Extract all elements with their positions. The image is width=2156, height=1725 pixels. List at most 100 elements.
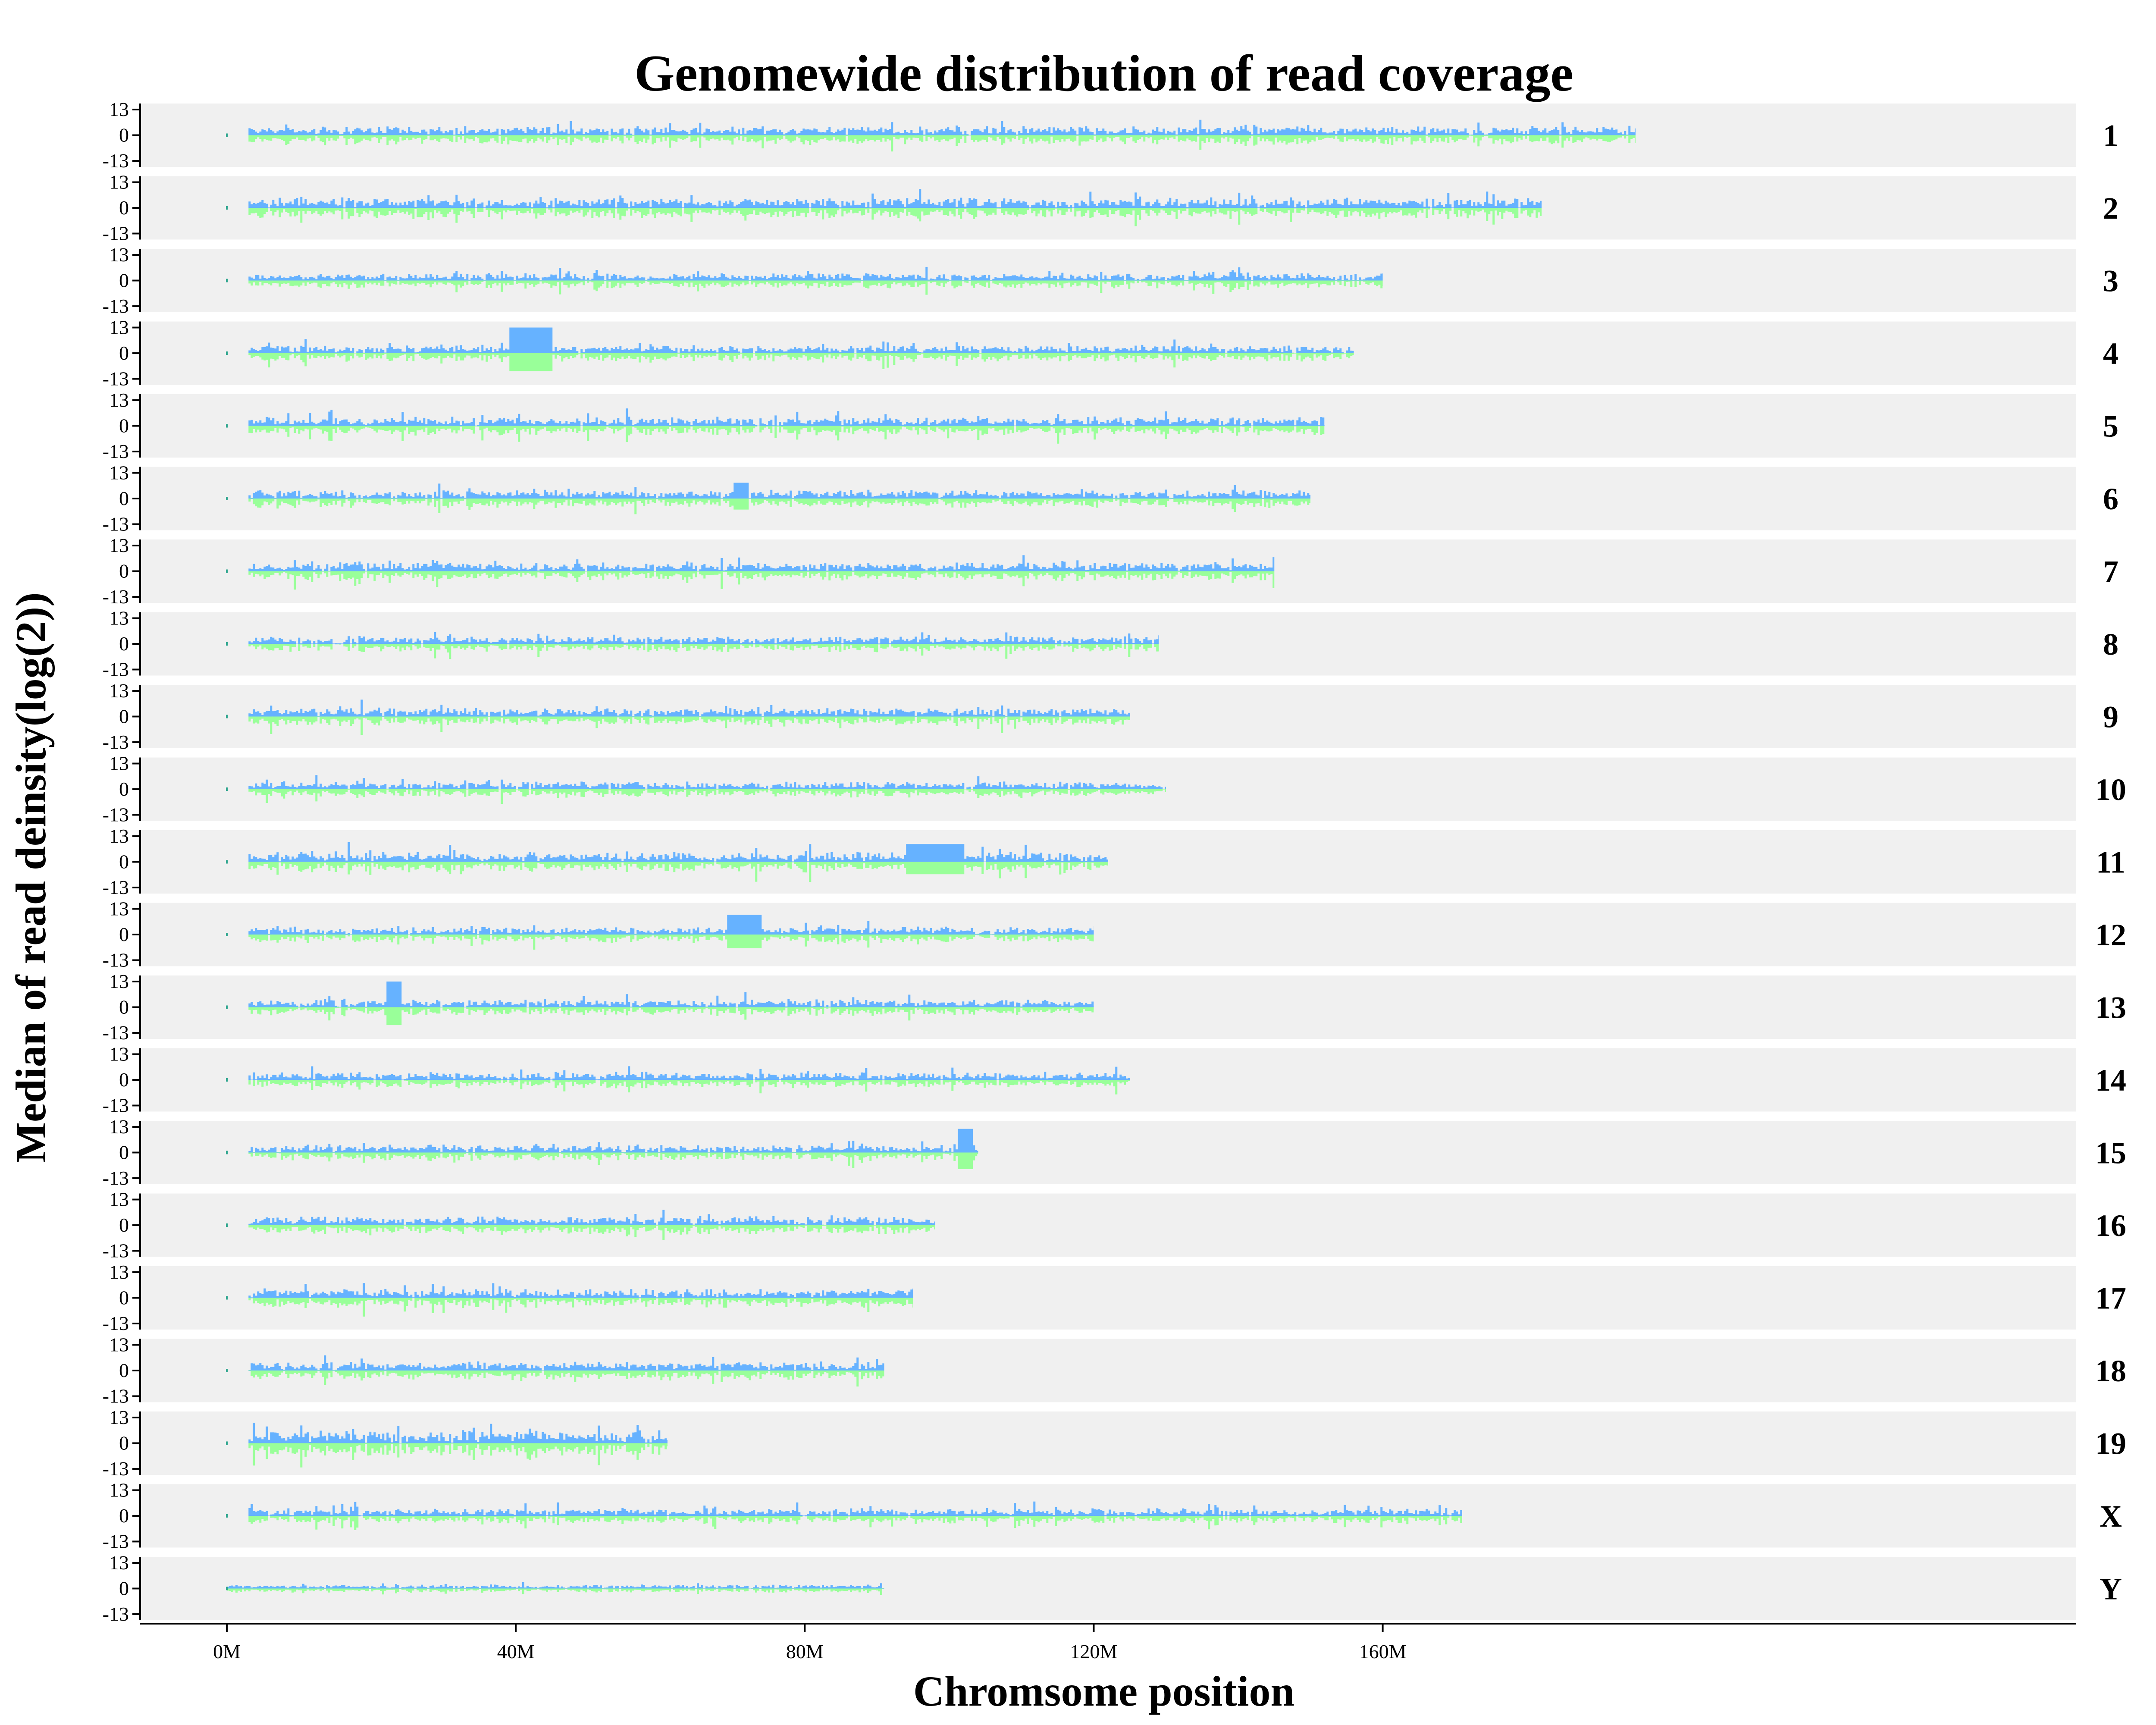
y-tick-label: -13	[103, 513, 129, 535]
y-tick-label: 0	[119, 633, 129, 655]
chromosome-panel-1: 13 0 -13 1	[103, 98, 2118, 172]
chromosome-panel-3: 13 0 -13 3	[103, 244, 2118, 317]
chromosome-panel-10: 13 0 -13 10	[103, 753, 2126, 826]
negative-coverage-area	[248, 644, 1159, 659]
positive-coverage-area	[248, 1283, 913, 1298]
y-tick-label: 13	[109, 317, 129, 339]
chromosome-label: 1	[2103, 119, 2118, 153]
y-tick-label: 13	[109, 534, 129, 556]
y-tick-label: 0	[119, 124, 129, 146]
coverage-bars	[248, 915, 1094, 950]
coverage-bars	[248, 267, 1383, 295]
negative-coverage-area	[248, 499, 1311, 514]
positive-coverage-area	[248, 1066, 1130, 1080]
y-tick-label: -13	[103, 949, 129, 971]
y-tick-label: 0	[119, 270, 129, 292]
positive-coverage-area	[248, 267, 1383, 281]
coverage-bars	[248, 1283, 913, 1317]
x-tick-label: 40M	[497, 1640, 535, 1662]
chromosome-label: 6	[2103, 482, 2118, 516]
coverage-bars	[227, 1582, 884, 1595]
y-tick-label: 0	[119, 197, 129, 219]
chromosome-label: 4	[2103, 336, 2118, 371]
positive-coverage-area	[248, 408, 1325, 426]
negative-coverage-area	[248, 716, 1130, 735]
y-tick-label: 13	[109, 171, 129, 193]
y-tick-label: 13	[109, 389, 129, 411]
y-tick-label: 13	[109, 1189, 129, 1211]
x-tick-label: 160M	[1359, 1640, 1407, 1662]
chromosome-label: 9	[2103, 700, 2118, 734]
y-tick-label: -13	[103, 223, 129, 245]
negative-coverage-area	[248, 571, 1275, 590]
chromosome-label: 11	[2096, 845, 2125, 880]
positive-coverage-area	[248, 189, 1542, 208]
chromosome-panel-13: 13 0 -13 13	[103, 970, 2126, 1044]
coverage-bars	[248, 119, 1636, 152]
chromosome-label: 7	[2103, 555, 2118, 589]
x-tick-label: 80M	[786, 1640, 824, 1662]
positive-coverage-area	[248, 555, 1275, 571]
negative-coverage-area	[248, 1225, 935, 1240]
coverage-bars	[248, 1355, 884, 1387]
y-tick-label: -13	[103, 804, 129, 826]
positive-coverage-area	[227, 1582, 884, 1589]
chromosome-label: Y	[2100, 1572, 2122, 1606]
negative-coverage-area	[248, 426, 1325, 444]
coverage-bars	[248, 982, 1094, 1026]
chart-title: Genomewide distribution of read coverage	[634, 44, 1573, 102]
x-axis-title: Chromsome position	[913, 1667, 1294, 1715]
y-tick-label: -13	[103, 876, 129, 898]
y-tick-label: -13	[103, 295, 129, 317]
y-tick-label: 13	[109, 244, 129, 266]
y-tick-label: -13	[103, 1312, 129, 1334]
chromosome-label: 2	[2103, 191, 2118, 226]
y-tick-label: 13	[109, 1116, 129, 1138]
y-tick-label: 13	[109, 1479, 129, 1501]
y-tick-label: 13	[109, 970, 129, 992]
negative-coverage-area	[248, 862, 1108, 882]
y-tick-label: 0	[119, 415, 129, 437]
y-tick-label: -13	[103, 586, 129, 608]
coverage-bars	[248, 408, 1325, 444]
negative-coverage-area	[248, 935, 1094, 950]
y-tick-label: 0	[119, 1287, 129, 1309]
y-tick-label: 0	[119, 1069, 129, 1091]
y-tick-label: -13	[103, 1385, 129, 1407]
y-tick-label: 13	[109, 607, 129, 629]
chromosome-label: 8	[2103, 627, 2118, 662]
y-tick-label: 13	[109, 1261, 129, 1283]
y-tick-label: 0	[119, 923, 129, 945]
coverage-bars	[248, 1066, 1130, 1095]
y-tick-label: 0	[119, 1214, 129, 1236]
positive-coverage-area	[248, 327, 1354, 353]
positive-coverage-area	[248, 775, 1166, 789]
coverage-bars	[248, 189, 1542, 226]
negative-coverage-area	[248, 208, 1542, 226]
chromosome-panel-11: 13 0 -13 11	[103, 825, 2125, 898]
chromosome-label: 18	[2095, 1354, 2126, 1388]
coverage-bars	[248, 483, 1311, 514]
positive-coverage-area	[248, 1129, 978, 1153]
coverage-bars	[248, 327, 1354, 371]
y-tick-label: -13	[103, 659, 129, 681]
chromosome-panel-12: 13 0 -13 12	[103, 898, 2126, 971]
chromosome-panel-17: 13 0 -13 17	[103, 1261, 2126, 1334]
y-tick-label: 0	[119, 1142, 129, 1164]
chromosome-label: 17	[2095, 1281, 2126, 1316]
y-tick-label: -13	[103, 1458, 129, 1480]
chromosome-panel-14: 13 0 -13 14	[103, 1043, 2126, 1117]
y-tick-label: 13	[109, 462, 129, 484]
y-axis-title: Median of read deinsity(log(2))	[7, 592, 55, 1163]
y-tick-label: -13	[103, 1240, 129, 1262]
positive-coverage-area	[248, 119, 1636, 135]
positive-coverage-area	[248, 1423, 667, 1443]
y-tick-label: 0	[119, 1359, 129, 1381]
coverage-bars	[248, 632, 1159, 659]
chromosome-panel-8: 13 0 -13 8	[103, 607, 2118, 681]
y-tick-label: 13	[109, 825, 129, 847]
coverage-bars	[248, 1210, 935, 1240]
y-tick-label: -13	[103, 1167, 129, 1189]
y-tick-label: 0	[119, 487, 129, 509]
